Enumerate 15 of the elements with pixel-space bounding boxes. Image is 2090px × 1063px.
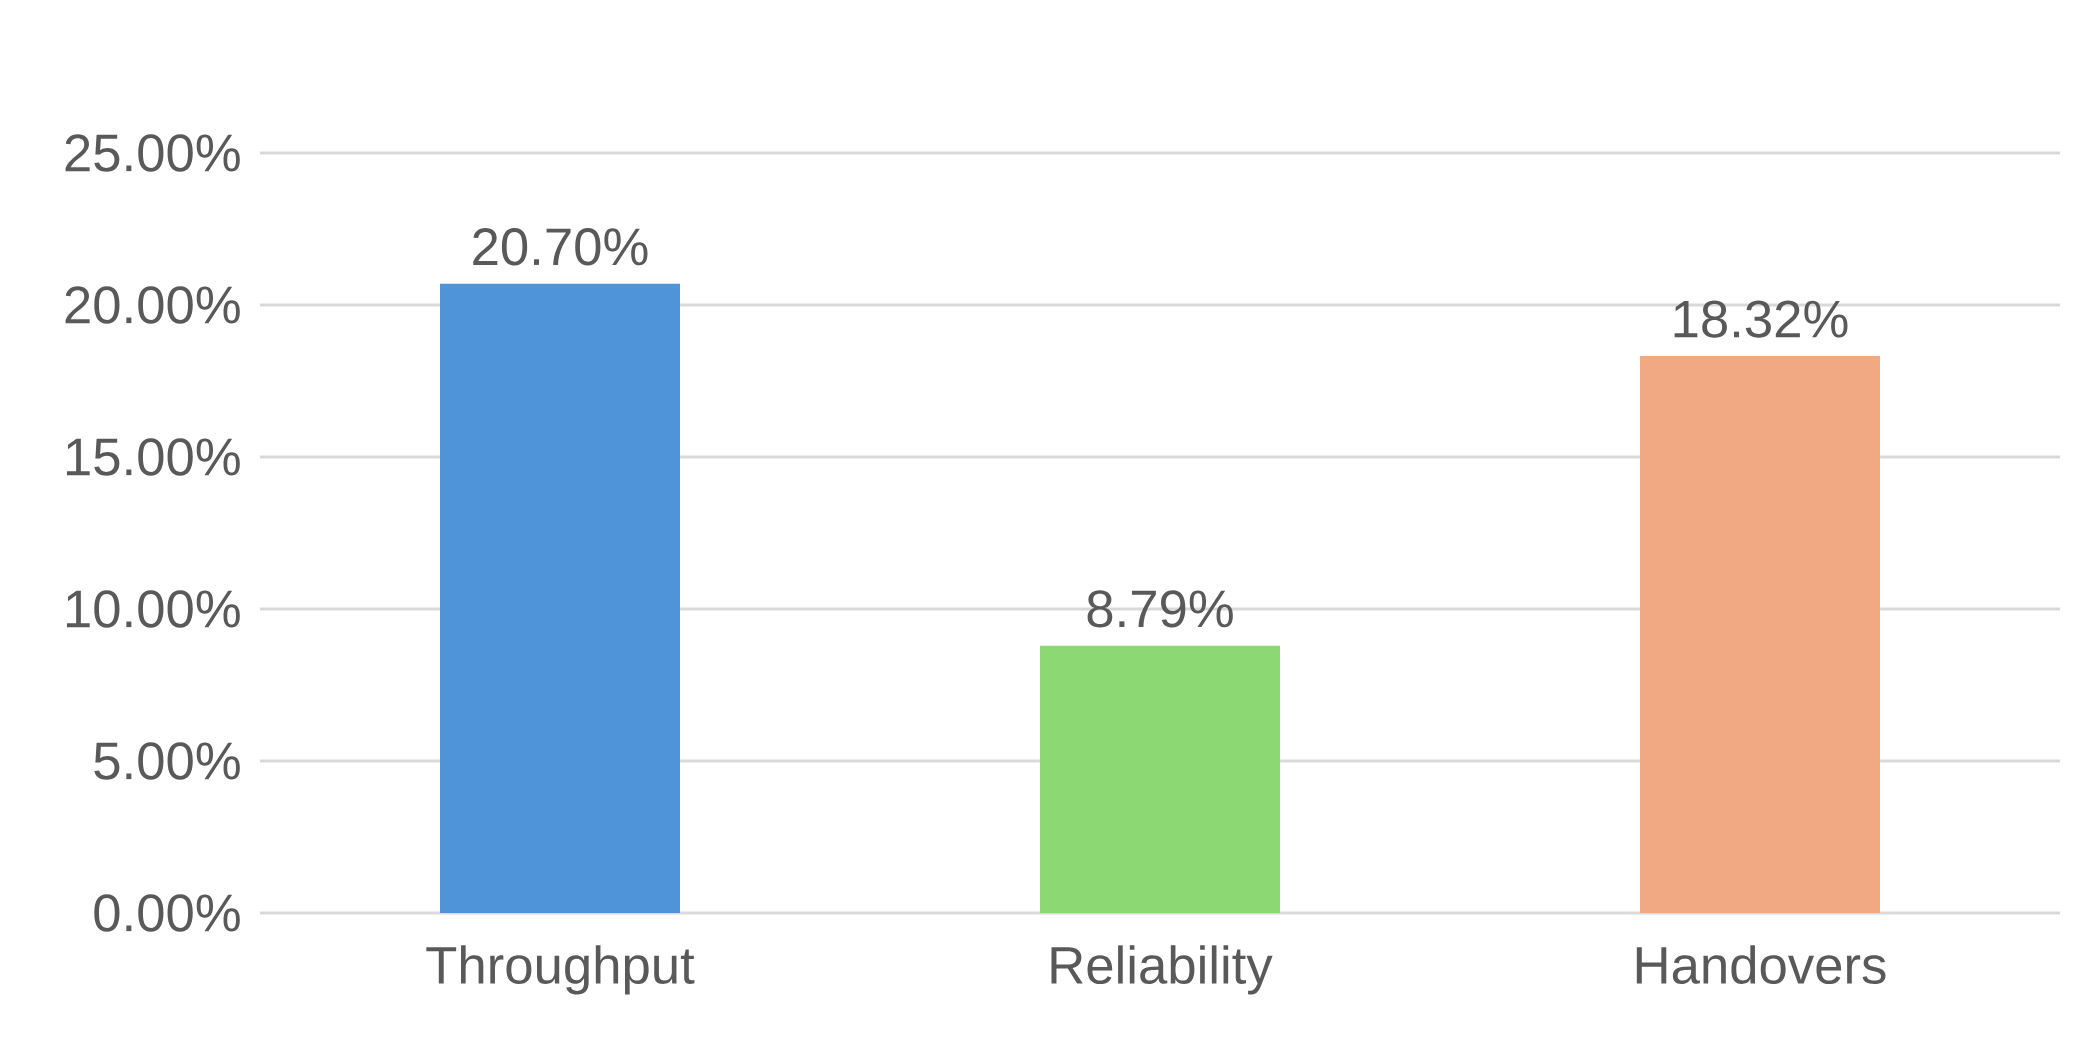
- data-label: 8.79%: [1087, 590, 1233, 628]
- y-tick-label: 20.00%: [65, 286, 240, 324]
- bar: [1040, 645, 1280, 913]
- y-tick-label: 0.00%: [94, 894, 240, 932]
- y-tick-label: 10.00%: [66, 590, 240, 628]
- bar: [440, 283, 680, 913]
- data-label: 20.70%: [473, 228, 648, 266]
- x-tick-label: Throughput: [426, 945, 695, 995]
- x-tick-label: Handovers: [1636, 945, 1886, 985]
- y-tick-label: 15.00%: [66, 438, 240, 476]
- y-tick-label: 5.00%: [94, 742, 240, 780]
- x-tick-label: Reliability: [1051, 945, 1273, 995]
- y-tick-label: 25.00%: [65, 134, 240, 172]
- bar: [1640, 356, 1880, 913]
- data-label: 18.32%: [1674, 300, 1848, 338]
